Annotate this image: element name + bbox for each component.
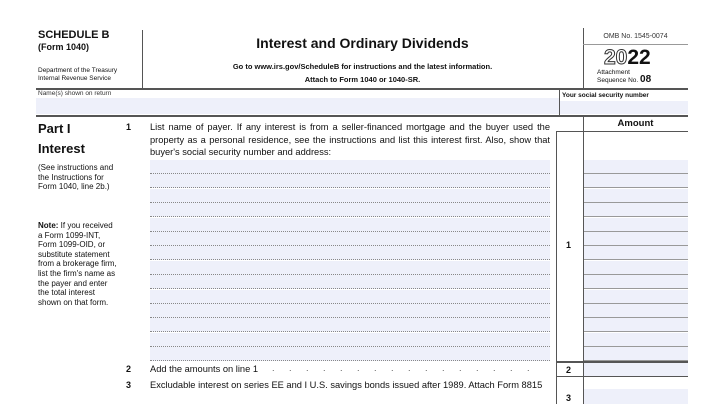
payer-name-field[interactable] xyxy=(150,160,550,174)
payer-amount-field[interactable] xyxy=(584,332,688,346)
payer-row-dotted-line xyxy=(150,259,550,261)
line3-text: Excludable interest on series EE and I U… xyxy=(150,380,543,390)
payer-row-dotted-line xyxy=(150,245,550,246)
line3-box-number: 3 xyxy=(566,393,572,403)
payer-amount-field[interactable] xyxy=(584,174,688,188)
dept-label: Department of the Treasury xyxy=(38,67,118,74)
payer-amount-field[interactable] xyxy=(584,188,688,202)
amount-row-line xyxy=(584,259,688,261)
line2-box-number: 2 xyxy=(566,365,572,375)
part-title: Interest xyxy=(38,141,85,156)
payer-name-field[interactable] xyxy=(150,188,550,203)
amount-row-line xyxy=(584,331,688,333)
amount-row-line xyxy=(584,245,688,246)
amount-row-line xyxy=(584,273,688,275)
amount-row-line xyxy=(584,201,688,203)
amount-row-line xyxy=(584,317,688,318)
line1-number: 1 xyxy=(126,122,132,132)
form-title: Interest and Ordinary Dividends xyxy=(256,35,469,51)
payer-name-field[interactable] xyxy=(150,347,550,362)
payer-row-dotted-line xyxy=(150,201,550,203)
name-field[interactable] xyxy=(36,98,559,114)
line3-number: 3 xyxy=(126,380,132,390)
amount-row-line xyxy=(584,288,688,290)
payer-row-dotted-line xyxy=(150,345,550,347)
payer-name-field[interactable] xyxy=(150,260,550,275)
payer-row-dotted-line xyxy=(150,187,550,189)
amount-row-line xyxy=(584,345,688,347)
payer-row-dotted-line xyxy=(150,288,550,290)
payer-amount-field[interactable] xyxy=(584,232,688,245)
ssn-field[interactable] xyxy=(560,101,688,114)
payer-name-field[interactable] xyxy=(150,203,550,218)
payer-row-dotted-line xyxy=(150,216,550,218)
payer-name-field[interactable] xyxy=(150,232,550,246)
payer-row-dotted-line xyxy=(150,230,550,232)
amount-row-line xyxy=(584,230,688,232)
attachment-label: Attachment xyxy=(597,69,630,76)
payer-amount-field[interactable] xyxy=(584,217,688,231)
payer-amount-field[interactable] xyxy=(584,260,688,274)
goto-instructions: Go to www.irs.gov/ScheduleB for instruct… xyxy=(232,62,493,71)
ssn-label: Your social security number xyxy=(562,92,649,99)
payer-name-field[interactable] xyxy=(150,174,550,189)
payer-amount-field[interactable] xyxy=(584,203,688,217)
schedule-label: SCHEDULE B xyxy=(38,29,110,41)
payer-row-dotted-line xyxy=(150,302,550,304)
payer-name-field[interactable] xyxy=(150,275,550,290)
amount-row-line xyxy=(584,187,688,189)
name-label: Name(s) shown on return xyxy=(38,90,112,97)
note-bold: Note: xyxy=(38,221,59,230)
line3-amount-field[interactable] xyxy=(584,389,688,404)
payer-row-dotted-line xyxy=(150,331,550,333)
payer-row-dotted-line xyxy=(150,317,550,318)
payer-name-field[interactable] xyxy=(150,318,550,333)
payer-name-field[interactable] xyxy=(150,246,550,261)
irs-label: Internal Revenue Service xyxy=(38,75,111,82)
payer-amount-field[interactable] xyxy=(584,347,688,361)
line2-number: 2 xyxy=(126,364,132,374)
form-label: (Form 1040) xyxy=(38,42,90,52)
payer-name-field[interactable] xyxy=(150,332,550,347)
note-text: Note: If you received a Form 1099-INT, F… xyxy=(38,221,118,307)
amount-row-line xyxy=(584,216,688,218)
amount-row-line xyxy=(584,360,688,362)
part-label: Part I xyxy=(38,121,71,136)
payer-amount-field[interactable] xyxy=(584,318,688,332)
see-instructions: (See instructions and the Instructions f… xyxy=(38,163,114,192)
payer-amount-field[interactable] xyxy=(584,275,688,289)
payer-row-dotted-line xyxy=(150,173,550,174)
sequence-label: Sequence No. xyxy=(597,77,639,84)
payer-name-field[interactable] xyxy=(150,304,550,318)
line2-amount-field[interactable] xyxy=(584,363,688,376)
payer-amount-field[interactable] xyxy=(584,160,688,173)
amount-row-line xyxy=(584,302,688,304)
line1-box-number: 1 xyxy=(566,240,572,250)
tax-year: 2022 xyxy=(603,46,651,70)
amount-header: Amount xyxy=(617,118,654,129)
line2-text: Add the amounts on line 1 xyxy=(150,364,259,374)
payer-name-field[interactable] xyxy=(150,217,550,232)
payer-amount-field[interactable] xyxy=(584,289,688,303)
note-body: If you received a Form 1099-INT, Form 10… xyxy=(38,221,117,307)
omb-number: OMB No. 1545-0074 xyxy=(603,33,668,40)
payer-amount-field[interactable] xyxy=(584,304,688,317)
line1-text: List name of payer. If any interest is f… xyxy=(150,122,550,157)
attach-instructions: Attach to Form 1040 or 1040-SR. xyxy=(304,75,421,84)
sequence-number: 08 xyxy=(640,74,652,85)
year-outline: 20 xyxy=(603,46,628,70)
payer-row-dotted-line xyxy=(150,273,550,275)
payer-row-dotted-line xyxy=(150,360,550,362)
payer-amount-field[interactable] xyxy=(584,246,688,260)
year-bold: 22 xyxy=(627,46,651,69)
amount-row-line xyxy=(584,173,688,174)
payer-name-field[interactable] xyxy=(150,289,550,304)
attachment-seq: Attachment Sequence No. 08 xyxy=(597,69,652,85)
